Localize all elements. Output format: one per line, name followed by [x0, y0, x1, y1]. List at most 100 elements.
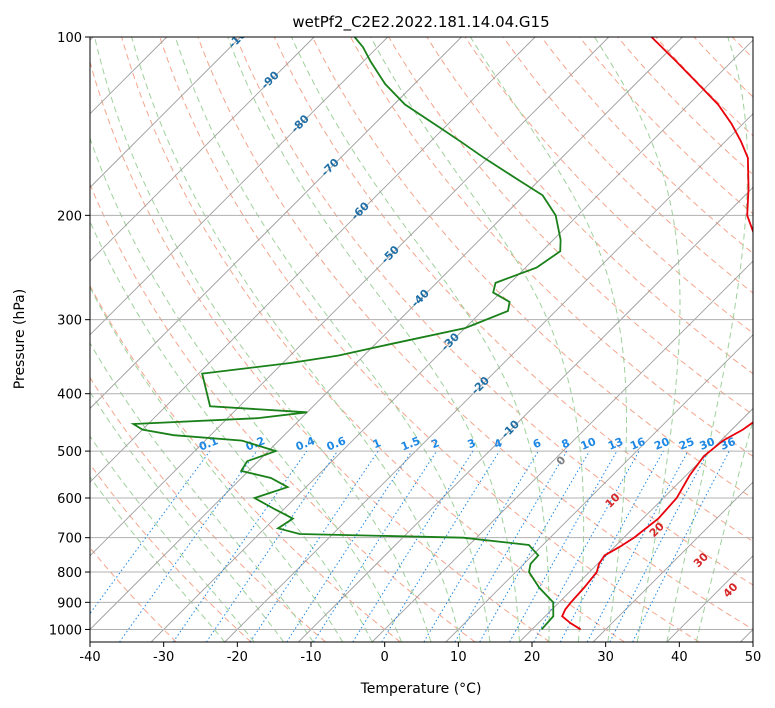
temperature-line [561, 37, 753, 631]
mixing-ratio-line [533, 450, 640, 642]
mixing-ratio-label: 16 [628, 435, 647, 453]
moist-adiabat-line [90, 286, 344, 642]
y-tick-label: 300 [57, 314, 82, 329]
moist-adiabat-line [90, 435, 255, 642]
mixing-ratio-line [249, 450, 379, 642]
isotherm-line [298, 186, 753, 642]
moist-adiabat-line [90, 220, 373, 642]
isotherm-line [90, 37, 462, 410]
mixing-ratio-line [172, 450, 308, 642]
dry-adiabat-line [579, 37, 753, 215]
dry-adiabat-line [159, 37, 700, 642]
dry-adiabat-line [617, 37, 753, 176]
moist-adiabat-line [370, 37, 585, 642]
y-tick-label: 700 [57, 532, 82, 547]
mixing-ratio-label: 20 [652, 435, 671, 453]
x-tick-label: -40 [79, 650, 100, 665]
moist-adiabat-line [90, 476, 226, 642]
y-tick-label: 1000 [49, 623, 82, 638]
moist-adiabat-line [94, 37, 432, 642]
isotherm-line [150, 39, 753, 642]
moist-adiabat-line [90, 391, 285, 642]
x-tick-label: 0 [381, 650, 389, 665]
mixing-ratio-label: 3 [466, 436, 478, 451]
x-tick-label: 10 [450, 650, 467, 665]
isotherm-line [90, 37, 389, 336]
moist-adiabat-line [291, 37, 550, 642]
plot-frame [89, 36, 754, 643]
mixing-ratio-line [509, 450, 618, 642]
mixing-ratio-label: 2 [429, 436, 441, 451]
isotherm-line [445, 334, 753, 642]
mixing-ratio-line [313, 450, 438, 642]
plot-background [90, 37, 753, 642]
dry-adiabat-line [502, 37, 753, 294]
mixing-ratio-line [286, 450, 413, 642]
dry-adiabat-line [197, 37, 753, 631]
x-tick-label: 40 [671, 650, 688, 665]
y-tick-label: 800 [57, 566, 82, 581]
isotherm-line [224, 113, 753, 642]
mixing-ratio-line [205, 450, 338, 642]
mixing-ratio-label: 13 [606, 435, 625, 453]
mixing-ratio-label: 10 [579, 435, 598, 453]
x-tick-label: 20 [524, 650, 541, 665]
x-tick-label: -30 [153, 650, 174, 665]
isotherm-line [90, 37, 241, 189]
moist-adiabat-line [90, 342, 314, 642]
dry-adiabat-line [311, 37, 753, 500]
moist-adiabat-line [695, 418, 753, 642]
y-tick-label: 500 [57, 445, 82, 460]
mixing-ratio-label: 1 [371, 436, 383, 451]
moist-adiabat-line [227, 37, 520, 642]
isotherm-line [371, 260, 753, 642]
mixing-ratio-line [90, 450, 211, 615]
dewpoint-line [130, 37, 562, 631]
moist-adiabat-line [469, 37, 627, 642]
x-axis: -40 -30 -20 -10 0 10 20 30 40 50 [79, 642, 761, 665]
moist-adiabat-line [666, 37, 749, 642]
isotherm-line [90, 37, 315, 262]
pressure-gridlines [90, 37, 753, 630]
moist-adiabat-line [594, 37, 681, 642]
y-axis: 100 200 300 400 500 600 700 800 900 1000 [49, 31, 90, 638]
mixing-ratio-line [632, 450, 730, 642]
x-axis-label: Temperature (°C) [360, 681, 482, 697]
isotherm-line [519, 407, 753, 642]
moist-adiabat-line [174, 37, 491, 642]
dry-adiabat-line [770, 37, 775, 642]
mixing-ratio-line [381, 450, 500, 642]
dry-adiabat-line [121, 37, 625, 642]
dry-adiabat-line [90, 284, 401, 642]
mixing-ratio-label: 8 [560, 436, 572, 451]
y-axis-label: Pressure (hPa) [12, 289, 28, 389]
y-tick-label: 100 [57, 31, 82, 46]
moist-adiabat-line [131, 37, 461, 642]
x-tick-label: 50 [745, 650, 762, 665]
x-tick-label: 30 [597, 650, 614, 665]
dry-adiabat-line [464, 37, 753, 334]
y-tick-label: 200 [57, 209, 82, 224]
mixing-ratio-label: 25 [677, 435, 696, 453]
mixing-ratio-line [119, 450, 258, 642]
dry-adiabat-line [235, 37, 753, 586]
isotherm-line [90, 37, 610, 557]
y-tick-label: 600 [57, 492, 82, 507]
mixing-ratio-line [559, 450, 664, 642]
x-tick-label: -10 [300, 650, 321, 665]
y-tick-label: 400 [57, 388, 82, 403]
mixing-ratio-label: 36 [718, 435, 737, 453]
skewed-isotherms [90, 37, 753, 642]
mixing-ratio-lines [90, 450, 730, 642]
dry-adiabat-line [90, 463, 252, 642]
background-lines [90, 37, 775, 642]
x-tick-label: -20 [227, 650, 248, 665]
isotherm-line [90, 37, 536, 483]
chart-title: wetPf2_C2E2.2022.181.14.04.G15 [292, 13, 549, 32]
isotherm-line [90, 37, 683, 631]
profiles [130, 37, 753, 631]
isotherm-line [592, 481, 753, 642]
dry-adiabat-line [90, 60, 551, 642]
y-tick-label: 900 [57, 596, 82, 611]
